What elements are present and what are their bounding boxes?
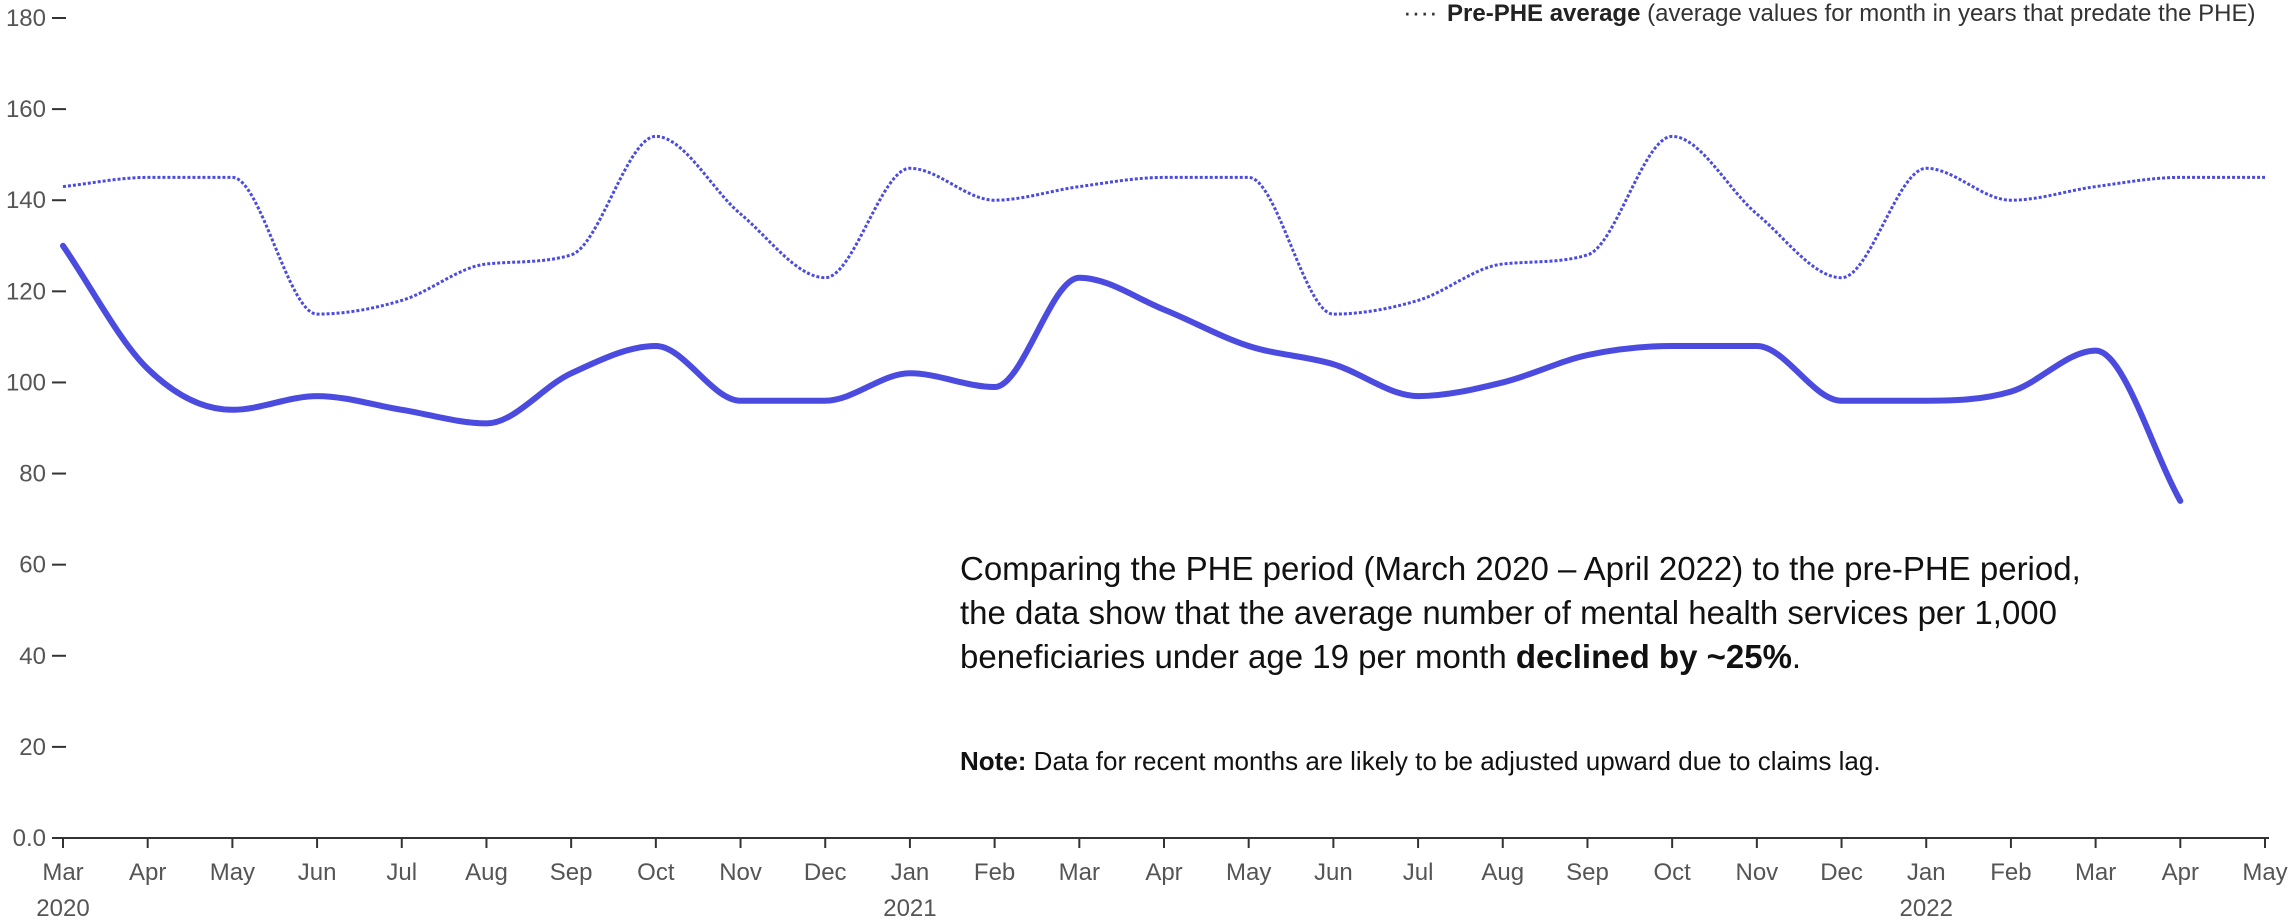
x-tick-label: Aug <box>1481 859 1524 886</box>
y-tick-label: 160 <box>6 96 46 123</box>
x-tick-label: Feb <box>1990 859 2031 886</box>
annotation-text: Comparing the PHE period (March 2020 – A… <box>960 547 2220 679</box>
x-tick-label: May <box>1226 859 1271 886</box>
x-tick-label: Apr <box>129 859 166 886</box>
x-tick-label: Aug <box>465 859 508 886</box>
annotation-line-1: Comparing the PHE period (March 2020 – A… <box>960 550 2081 587</box>
x-year-label: 2020 <box>36 895 89 921</box>
y-tick-label: 100 <box>6 369 46 396</box>
y-tick-label: 120 <box>6 278 46 305</box>
note-label: Note: <box>960 746 1027 776</box>
y-tick-label: 0.0 <box>13 825 46 852</box>
legend: ···· Pre-PHE average (average values for… <box>1403 0 2255 27</box>
legend-label: Pre-PHE average (average values for mont… <box>1447 0 2255 27</box>
x-tick-label: Dec <box>804 859 847 886</box>
x-tick-label: Jan <box>891 859 930 886</box>
x-tick-label: Dec <box>1820 859 1863 886</box>
y-tick-label: 60 <box>19 552 46 579</box>
x-tick-label: May <box>210 859 255 886</box>
x-axis: Mar Apr May Jun Jul Aug Sep Oct Nov Dec Jan Feb Mar A… <box>36 837 2288 921</box>
y-tick-label: 140 <box>6 187 46 214</box>
x-year-label: 2022 <box>1900 895 1953 921</box>
phe-period-line <box>60 242 2184 504</box>
x-tick-label: Oct <box>637 859 675 886</box>
x-tick-label: Mar <box>42 859 83 886</box>
x-tick-label: Nov <box>1736 859 1779 886</box>
annotation-line-3-start: beneficiaries under age 19 per month <box>960 638 1516 675</box>
annotation-line-2: the data show that the average number of… <box>960 594 2058 631</box>
x-tick-label: Mar <box>2075 859 2116 886</box>
legend-marker: ···· <box>1403 0 1438 27</box>
x-tick-label: May <box>2242 859 2287 886</box>
annotation-line-3-end: . <box>1791 638 1802 675</box>
note-text: Note: Data for recent months are likely … <box>960 745 2220 777</box>
x-year-label: 2021 <box>883 895 936 921</box>
legend-description: (average values for month in years that … <box>1640 0 2255 27</box>
y-tick-label: 40 <box>19 643 46 670</box>
y-tick-label: 180 <box>6 5 46 32</box>
annotation-highlight: declined by ~25% <box>1515 638 1792 675</box>
pre-phe-average-line <box>62 134 2265 316</box>
x-tick-label: Apr <box>1145 859 1182 886</box>
x-tick-label: Apr <box>2162 859 2199 886</box>
x-tick-label: Jun <box>1314 859 1353 886</box>
y-tick-label: 80 <box>19 461 46 488</box>
y-tick-label: 20 <box>19 734 46 761</box>
note-body: Data for recent months are likely to be … <box>1026 746 1881 776</box>
legend-series-name: Pre-PHE average <box>1447 0 1640 27</box>
x-tick-label: Feb <box>974 859 1015 886</box>
x-tick-label: Jan <box>1907 859 1946 886</box>
x-tick-label: Nov <box>719 859 762 886</box>
x-tick-label: Oct <box>1653 859 1691 886</box>
annotation-line-3: beneficiaries under age 19 per month dec… <box>960 635 2220 679</box>
y-axis: 0.0 20 40 60 80 100 120 140 160 180 <box>6 5 66 852</box>
x-tick-label: Sep <box>550 859 593 886</box>
series-layer <box>60 134 2265 504</box>
x-tick-label: Jul <box>386 859 417 886</box>
x-tick-label: Mar <box>1059 859 1100 886</box>
x-tick-label: Jul <box>1403 859 1434 886</box>
x-tick-label: Jun <box>298 859 337 886</box>
x-tick-label: Sep <box>1566 859 1609 886</box>
